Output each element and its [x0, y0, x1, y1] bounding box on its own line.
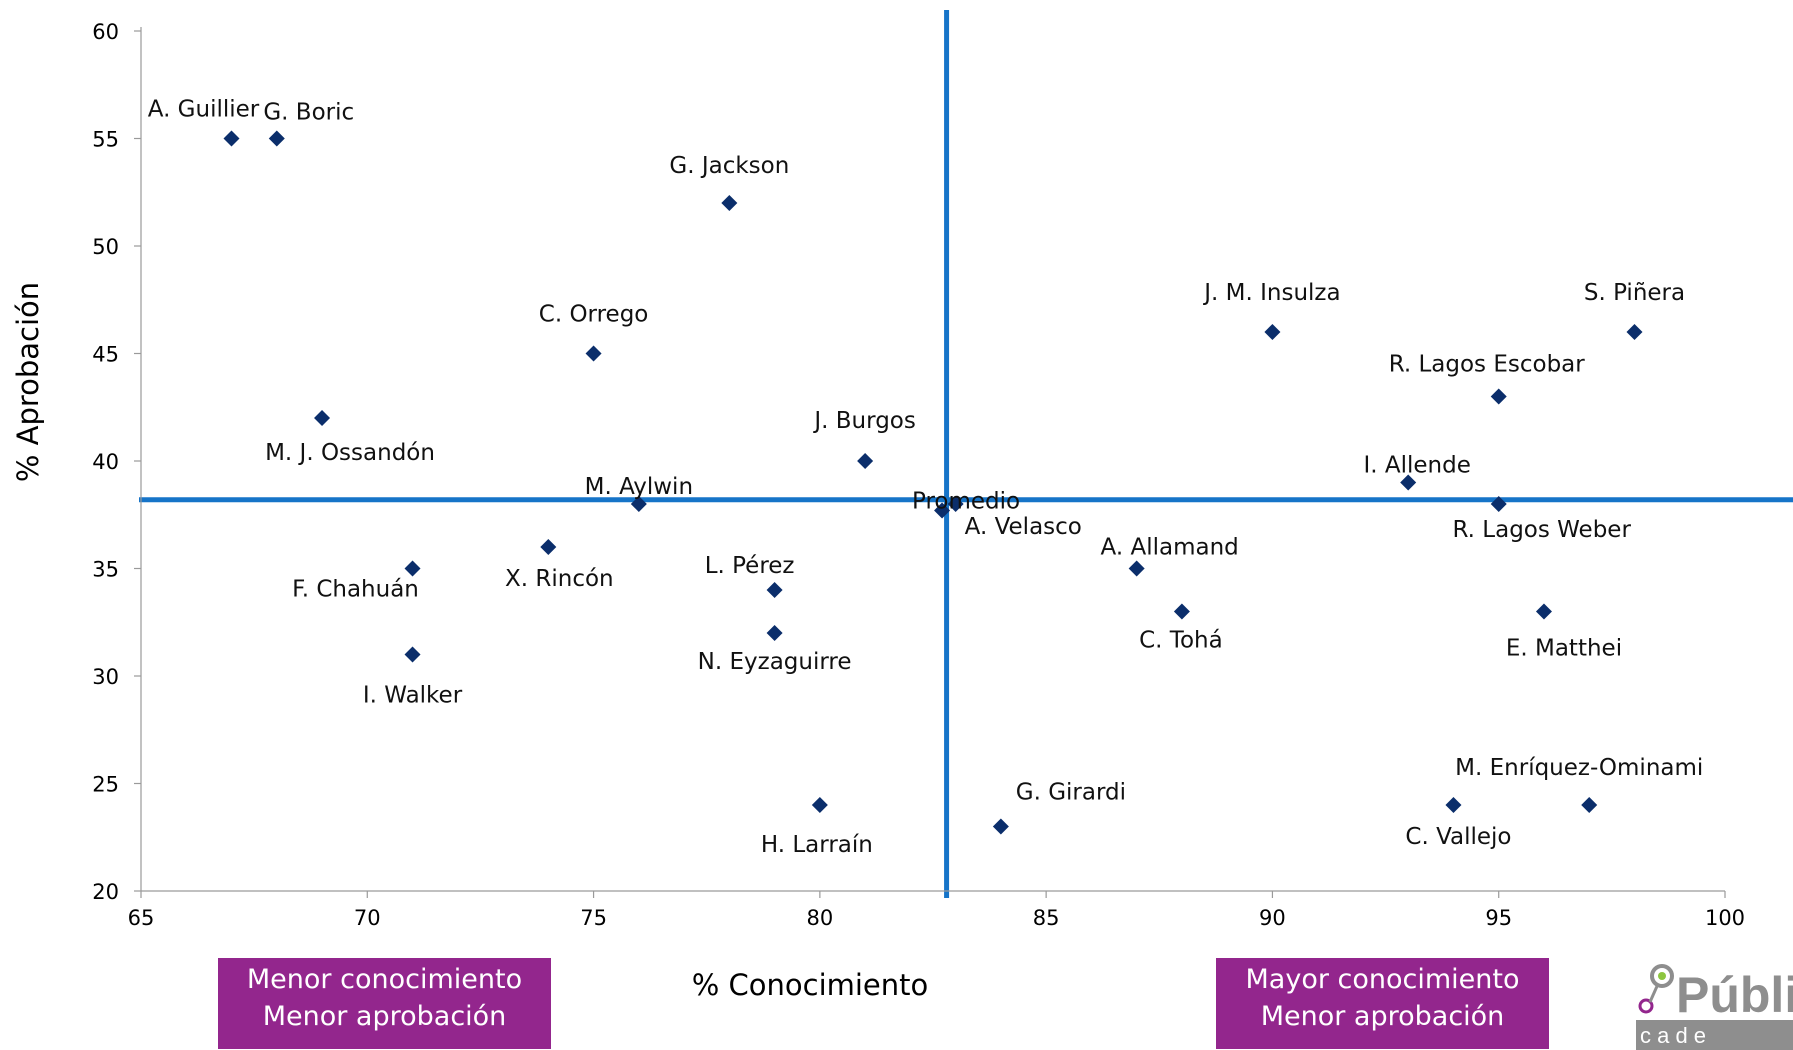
point-label: I. Allende — [1363, 453, 1470, 479]
scatter-point — [1445, 797, 1462, 813]
x-tick-label: 65 — [128, 906, 155, 930]
scatter-point — [811, 797, 828, 813]
point-label: R. Lagos Escobar — [1389, 352, 1586, 378]
scatter-point — [992, 818, 1009, 835]
scatter-point — [404, 560, 421, 577]
x-tick-label: 85 — [1033, 906, 1060, 930]
x-tick-label: 90 — [1259, 906, 1286, 930]
quadrant-box-line1: Mayor conocimiento — [1245, 964, 1520, 995]
point-label: A. Guillier — [148, 97, 260, 123]
point-label: M. Enríquez-Ominami — [1455, 755, 1703, 781]
point-label: J. Burgos — [812, 408, 915, 434]
point-label: H. Larraín — [761, 832, 873, 858]
publicus-logo: Públi c a d e — [1636, 950, 1793, 1050]
point-label: R. Lagos Weber — [1453, 517, 1632, 543]
point-labels: A. Guillier G. Boric G. Jackson C. Orrego M.… — [148, 97, 1704, 859]
x-tick-label: 100 — [1705, 906, 1745, 930]
scatter-point — [1626, 324, 1643, 340]
point-label: M. Aylwin — [585, 474, 693, 500]
data-points — [223, 130, 1643, 835]
logo-text: Públi — [1676, 967, 1793, 1023]
tick-labels: 65 70 75 80 85 90 95 100 20 25 30 35 40 45 50 55 60 — [92, 20, 1745, 930]
x-tick-label: 95 — [1485, 906, 1512, 930]
scatter-point — [934, 502, 951, 519]
scatter-point — [585, 345, 602, 362]
x-tick-label: 75 — [580, 906, 607, 930]
scatter-point — [1581, 797, 1598, 813]
point-label: C. Orrego — [539, 302, 649, 328]
scatter-point — [1264, 324, 1281, 340]
y-tick-label: 35 — [92, 558, 119, 582]
logo-icon: Públi c a d e — [1636, 964, 1793, 1050]
scatter-point — [857, 453, 874, 469]
scatter-point — [947, 496, 964, 512]
point-label: X. Rincón — [505, 566, 614, 592]
x-axis-title: % Conocimiento — [692, 968, 929, 1002]
point-label: G. Boric — [263, 100, 354, 126]
point-label: M. J. Ossandón — [265, 440, 435, 466]
point-label: A. Allamand — [1101, 535, 1239, 561]
scatter-point — [540, 539, 557, 555]
point-label: J. M. Insulza — [1202, 280, 1340, 306]
point-label: F. Chahuán — [292, 577, 419, 603]
scatter-point — [268, 130, 285, 147]
y-tick-label: 45 — [92, 343, 119, 367]
logo-subtext: c a d e — [1640, 1023, 1706, 1048]
scatter-point — [1173, 603, 1190, 620]
point-label: N. Eyzaguirre — [698, 649, 852, 675]
point-label: C. Vallejo — [1405, 824, 1511, 850]
point-label: G. Jackson — [669, 153, 789, 179]
quadrant-box-line2: Menor aprobación — [262, 1001, 507, 1032]
scatter-point — [223, 130, 240, 147]
point-label: C. Tohá — [1139, 628, 1223, 654]
point-label: I. Walker — [363, 683, 463, 709]
x-tick-label: 70 — [354, 906, 381, 930]
scatter-point — [1128, 560, 1145, 577]
scatter-point — [404, 646, 421, 663]
scatter-point — [1490, 496, 1507, 512]
scatter-point — [630, 496, 647, 512]
quadrant-box-line1: Menor conocimiento — [246, 964, 523, 995]
y-tick-label: 30 — [92, 665, 119, 689]
x-tick-label: 80 — [806, 906, 833, 930]
quadrant-box-high-knowledge: Mayor conocimiento Menor aprobación — [1216, 958, 1549, 1049]
scatter-point — [1535, 603, 1552, 620]
quadrant-box-low-knowledge: Menor conocimiento Menor aprobación — [218, 958, 551, 1049]
quadrant-box-line2: Menor aprobación — [1260, 1001, 1505, 1032]
point-label: Promedio — [912, 488, 1020, 514]
scatter-point — [766, 625, 783, 641]
scatter-point — [721, 195, 738, 211]
reference-lines — [139, 10, 1793, 898]
point-label: L. Pérez — [705, 553, 795, 579]
scatter-point — [766, 582, 783, 598]
y-tick-label: 20 — [92, 880, 119, 904]
axes — [134, 27, 1726, 898]
y-tick-label: 50 — [92, 235, 119, 259]
point-label: A. Velasco — [965, 514, 1082, 540]
y-tick-label: 40 — [92, 450, 119, 474]
scatter-point — [314, 410, 331, 426]
y-axis-title: % Aprobación — [11, 282, 45, 482]
y-tick-label: 60 — [92, 20, 119, 44]
scatter-point — [1400, 474, 1417, 491]
y-tick-label: 55 — [92, 128, 119, 152]
point-label: E. Matthei — [1506, 636, 1622, 662]
scatter-point — [1490, 388, 1507, 405]
point-label: S. Piñera — [1584, 280, 1685, 306]
y-tick-label: 25 — [92, 773, 119, 797]
point-label: G. Girardi — [1016, 780, 1126, 806]
